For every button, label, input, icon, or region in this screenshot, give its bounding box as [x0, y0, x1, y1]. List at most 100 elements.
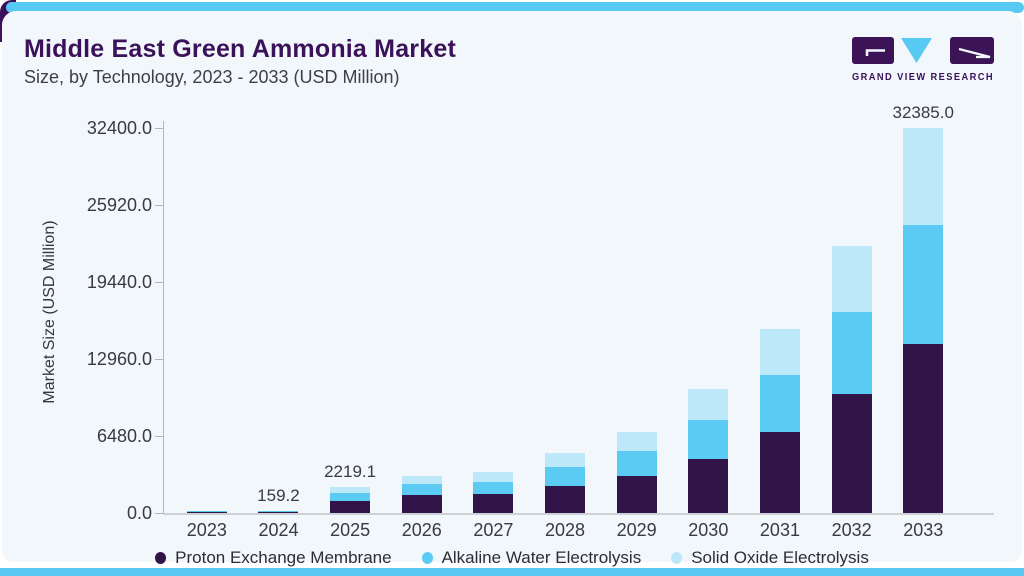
x-tick-label-2023: 2023 — [186, 520, 227, 540]
chart-card: Middle East Green Ammonia Market Size, b… — [2, 11, 1022, 567]
bar-segment[interactable] — [688, 420, 729, 459]
y-tick-label: 0.0 — [126, 503, 152, 523]
bar-segment[interactable] — [330, 492, 371, 501]
legend-item[interactable]: Alkaline Water Electrolysis — [421, 548, 642, 568]
bar-segment[interactable] — [473, 481, 514, 495]
x-tick-label-2033: 2033 — [903, 520, 944, 540]
bar-column-2023 — [171, 93, 243, 513]
bar-segment[interactable] — [401, 484, 442, 496]
y-axis-title: Market Size (USD Million) — [41, 220, 58, 404]
bar-segment[interactable] — [688, 389, 729, 421]
bar-segment[interactable] — [330, 486, 371, 493]
bottom-accent-bar — [0, 568, 1024, 576]
bar-2025[interactable] — [330, 486, 371, 513]
bar-value-label: 2219.1 — [324, 461, 377, 481]
bar-segment[interactable] — [831, 394, 872, 513]
bar-plot-area: 159.2 2219.1 32385.0 — [171, 93, 959, 513]
bar-segment[interactable] — [831, 311, 872, 395]
bar-segment[interactable] — [258, 511, 299, 513]
legend-label: Proton Exchange Membrane — [175, 548, 392, 567]
x-tick-label-2031: 2031 — [759, 520, 800, 540]
x-tick-label-2030: 2030 — [688, 520, 729, 540]
bar-segment[interactable] — [545, 452, 586, 468]
bar-segment[interactable] — [616, 451, 657, 476]
legend-label: Alkaline Water Electrolysis — [441, 548, 642, 567]
y-tick-mark — [155, 436, 163, 437]
bar-2023[interactable] — [186, 510, 227, 513]
x-tick-label-2026: 2026 — [401, 520, 442, 540]
bar-2024[interactable] — [258, 510, 299, 513]
y-tick-label: 25920.0 — [86, 195, 152, 215]
page-title: Middle East Green Ammonia Market — [24, 35, 456, 63]
bar-segment[interactable] — [903, 128, 944, 225]
bar-2032[interactable] — [831, 245, 872, 513]
legend-label: Solid Oxide Electrolysis — [691, 548, 869, 567]
bar-segment[interactable] — [616, 475, 657, 513]
bar-2031[interactable] — [759, 328, 800, 513]
x-tick-label-2028: 2028 — [545, 520, 586, 540]
bar-value-label: 32385.0 — [892, 103, 954, 123]
bar-column-2032 — [816, 93, 888, 513]
legend-dot-icon — [671, 552, 683, 564]
bar-column-2031 — [744, 93, 816, 513]
logo-g-glyph — [865, 49, 885, 56]
bar-segment[interactable] — [545, 485, 586, 513]
legend-dot-icon — [155, 552, 167, 564]
bar-segment[interactable] — [903, 224, 944, 345]
x-axis-labels: 2023 2024 2025 2026 2027 2028 2029 2030 2031 2032… — [171, 520, 959, 541]
y-tick-mark — [155, 513, 163, 514]
y-tick-mark — [155, 282, 163, 283]
logo-r-glyph — [958, 47, 991, 59]
bar-segment[interactable] — [186, 510, 227, 512]
x-tick-label-2032: 2032 — [831, 520, 872, 540]
bar-segment[interactable] — [688, 458, 729, 513]
bar-column-2027 — [458, 93, 530, 513]
bar-segment[interactable] — [759, 374, 800, 432]
x-tick-label-2029: 2029 — [616, 520, 657, 540]
bar-2033[interactable] — [903, 128, 944, 513]
bar-column-2026 — [386, 93, 458, 513]
bar-column-2025: 2219.1 — [314, 93, 386, 513]
chart-legend: Proton Exchange Membrane Alkaline Water E… — [2, 548, 1022, 568]
bar-segment[interactable] — [401, 476, 442, 485]
bar-2026[interactable] — [401, 476, 442, 513]
y-tick-mark — [155, 359, 163, 360]
x-tick-label-2027: 2027 — [473, 520, 514, 540]
bar-segment[interactable] — [831, 245, 872, 312]
y-tick-label: 32400.0 — [86, 118, 152, 138]
legend-item[interactable]: Proton Exchange Membrane — [155, 548, 392, 568]
grand-view-research-logo: GRAND VIEW RESEARCH — [852, 37, 994, 83]
y-tick-label: 6480.0 — [96, 426, 152, 446]
bar-2027[interactable] — [473, 471, 514, 513]
bar-segment[interactable] — [258, 510, 299, 512]
x-tick-label-2024: 2024 — [258, 520, 299, 540]
bar-segment[interactable] — [186, 511, 227, 513]
logo-v-triangle — [901, 38, 932, 63]
bar-segment[interactable] — [401, 495, 442, 513]
bar-segment[interactable] — [759, 431, 800, 513]
x-axis-line — [163, 513, 994, 515]
bar-segment[interactable] — [545, 467, 586, 486]
bar-segment[interactable] — [258, 512, 299, 513]
y-tick-mark — [155, 128, 163, 129]
bar-segment[interactable] — [473, 494, 514, 513]
bar-segment[interactable] — [903, 344, 944, 513]
bar-2030[interactable] — [688, 389, 729, 513]
bar-segment[interactable] — [473, 471, 514, 482]
bar-value-label: 159.2 — [257, 485, 300, 505]
legend-item[interactable]: Solid Oxide Electrolysis — [671, 548, 869, 568]
top-accent-bar — [6, 2, 1024, 13]
bar-2028[interactable] — [545, 452, 586, 513]
bar-segment[interactable] — [759, 328, 800, 375]
page-subtitle: Size, by Technology, 2023 - 2033 (USD Mi… — [24, 67, 400, 87]
bar-segment[interactable] — [330, 500, 371, 513]
bar-column-2033: 32385.0 — [887, 93, 959, 513]
bar-segment[interactable] — [186, 512, 227, 513]
bar-column-2030 — [672, 93, 744, 513]
y-tick-label: 19440.0 — [86, 272, 152, 292]
bar-segment[interactable] — [616, 431, 657, 452]
y-tick-mark — [155, 205, 163, 206]
bar-2029[interactable] — [616, 431, 657, 513]
logo-wordmark: GRAND VIEW RESEARCH — [852, 71, 994, 83]
bar-column-2029 — [601, 93, 673, 513]
